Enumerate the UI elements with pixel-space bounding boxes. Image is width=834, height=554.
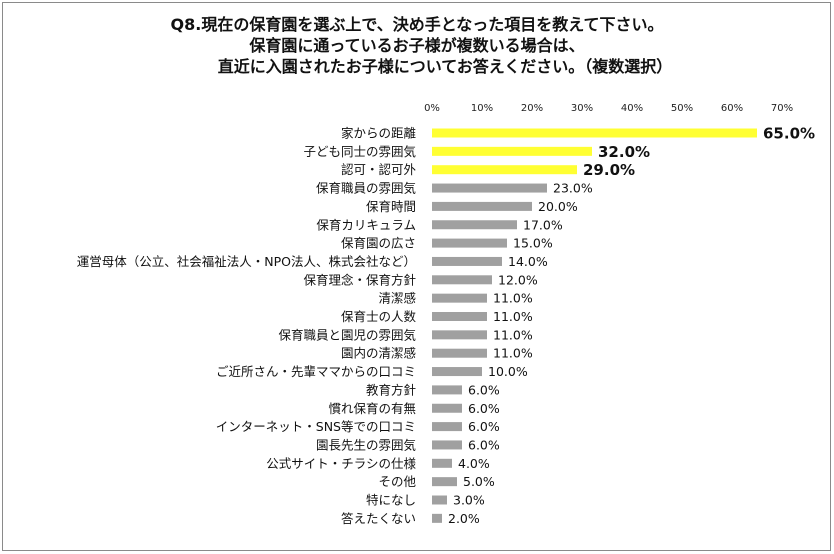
chart-title-line-2: 保育園に通っているお子様が複数いる場合は、 xyxy=(249,36,585,55)
x-tick-label: 70% xyxy=(771,103,793,114)
x-tick-label: 60% xyxy=(721,103,743,114)
category-label: 保育理念・保育方針 xyxy=(303,272,416,287)
x-axis-ticks: 0% 10% 20% 30% 40% 50% 60% 70% xyxy=(424,103,793,114)
chart-title-line-1: Q8.現在の保育園を選ぶ上で、決め手となった項目を教えて下さい。 xyxy=(170,15,664,34)
value-label: 11.0% xyxy=(493,346,533,361)
chart-title: Q8.現在の保育園を選ぶ上で、決め手となった項目を教えて下さい。 保育園に通って… xyxy=(0,14,834,77)
value-label: 2.0% xyxy=(448,511,480,526)
category-labels: 家からの距離子ども同士の雰囲気認可・認可外保育職員の雰囲気保育時間保育カリキュラ… xyxy=(77,126,417,526)
x-tick-label: 30% xyxy=(571,103,593,114)
value-labels: 65.0% 32.0%29.0% 23.0% 20.0% 17.0% 15.0% 14.0%… xyxy=(448,125,815,526)
bar xyxy=(432,403,462,413)
value-label: 11.0% xyxy=(493,327,533,342)
category-label: その他 xyxy=(378,474,416,489)
bar xyxy=(432,128,757,138)
value-label: 6.0% xyxy=(468,401,500,416)
bar xyxy=(432,330,487,340)
category-label: インターネット・SNS等での口コミ xyxy=(216,419,416,434)
category-label: 答えたくない xyxy=(341,511,416,526)
category-label: 保育カリキュラム xyxy=(316,217,416,232)
bar xyxy=(432,385,462,395)
x-tick-label: 10% xyxy=(471,103,493,114)
category-label: 慣れ保育の有無 xyxy=(328,401,416,416)
category-label: 特になし xyxy=(366,493,416,508)
value-label: 4.0% xyxy=(458,456,490,471)
value-label: 11.0% xyxy=(493,291,533,306)
x-tick-label: 20% xyxy=(521,103,543,114)
value-label: 23.0% xyxy=(553,181,593,196)
category-label: 園内の清潔感 xyxy=(341,346,416,361)
bar xyxy=(432,201,532,211)
bar xyxy=(432,293,487,303)
value-label: 6.0% xyxy=(468,419,500,434)
bar xyxy=(432,183,547,193)
value-label: 12.0% xyxy=(498,272,538,287)
category-label: 家からの距離 xyxy=(341,126,417,141)
bar xyxy=(432,146,592,156)
category-label: 運営母体（公立、社会福祉法人・NPO法人、株式会社など） xyxy=(77,254,416,269)
bar xyxy=(432,238,507,248)
category-label: 教育方針 xyxy=(366,382,417,397)
bar xyxy=(432,513,442,523)
category-label: ご近所さん・先輩ママからの口コミ xyxy=(216,364,416,379)
value-label: 29.0% xyxy=(583,161,635,179)
chart-title-line-3: 直近に入園されたお子様についてお答えください。（複数選択） xyxy=(217,57,673,76)
bar xyxy=(432,275,492,285)
x-tick-label: 0% xyxy=(424,103,440,114)
x-tick-label: 40% xyxy=(621,103,643,114)
value-label: 65.0% xyxy=(763,125,815,143)
bar xyxy=(432,477,457,487)
value-label: 17.0% xyxy=(523,217,563,232)
bar xyxy=(432,422,462,432)
value-label: 10.0% xyxy=(488,364,528,379)
bar xyxy=(432,495,447,505)
value-label: 11.0% xyxy=(493,309,533,324)
value-label: 32.0% xyxy=(598,143,650,161)
category-label: 認可・認可外 xyxy=(341,162,417,177)
value-label: 5.0% xyxy=(463,474,495,489)
category-label: 保育時間 xyxy=(366,199,416,214)
category-label: 公式サイト・チラシの仕様 xyxy=(266,456,416,471)
category-label: 保育職員と園児の雰囲気 xyxy=(278,327,416,342)
bar xyxy=(432,256,502,266)
bar xyxy=(432,312,487,321)
value-label: 20.0% xyxy=(538,199,578,214)
bar xyxy=(432,220,517,230)
x-tick-label: 50% xyxy=(671,103,693,114)
category-label: 保育園の広さ xyxy=(341,236,416,251)
bar xyxy=(432,440,462,450)
bar xyxy=(432,348,487,358)
value-label: 6.0% xyxy=(468,382,500,397)
value-label: 15.0% xyxy=(513,236,553,251)
category-label: 保育職員の雰囲気 xyxy=(316,181,416,196)
category-label: 保育士の人数 xyxy=(341,309,417,324)
category-label: 清潔感 xyxy=(378,291,416,306)
bar xyxy=(432,367,482,377)
value-label: 6.0% xyxy=(468,437,500,452)
bars-group xyxy=(432,128,757,523)
value-label: 3.0% xyxy=(453,493,485,508)
category-label: 園長先生の雰囲気 xyxy=(316,437,416,452)
value-label: 14.0% xyxy=(508,254,548,269)
bar xyxy=(432,458,452,468)
category-label: 子ども同士の雰囲気 xyxy=(303,144,416,159)
bar xyxy=(432,165,577,175)
